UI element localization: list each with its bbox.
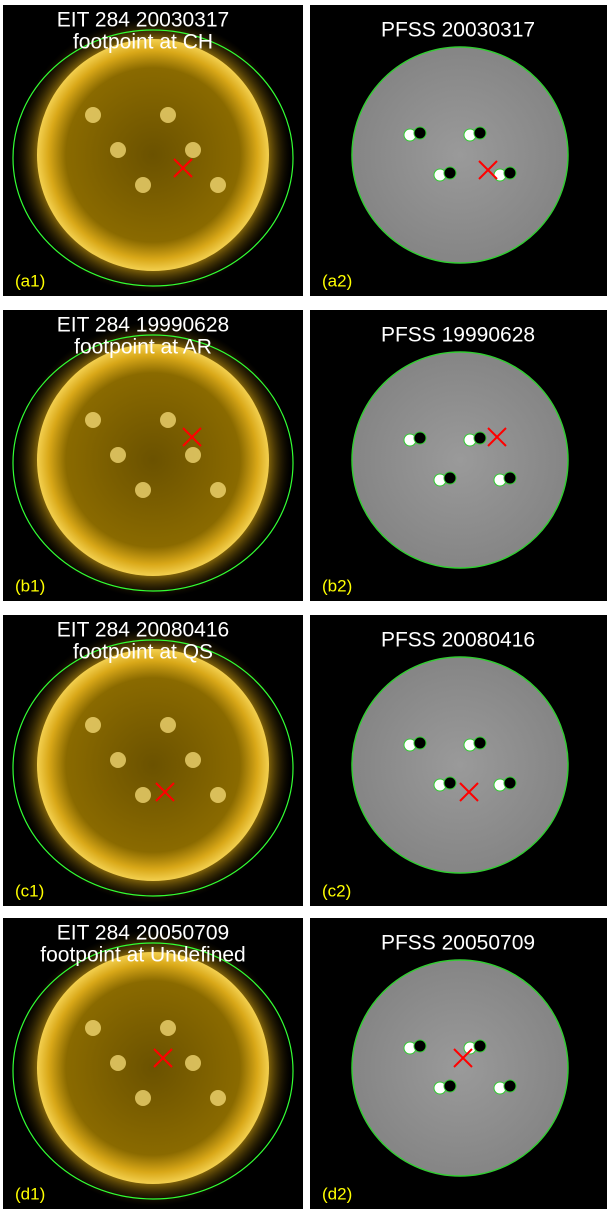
- solar-disk: [37, 649, 269, 881]
- panel-title: footpoint at Undefined: [40, 944, 246, 967]
- bright-region: [110, 447, 126, 463]
- panel-label: (a1): [15, 271, 45, 290]
- bright-region: [185, 1055, 201, 1071]
- bright-region: [110, 752, 126, 768]
- polarity-black: [444, 167, 456, 179]
- panel-title: footpoint at CH: [73, 31, 213, 54]
- bright-region: [135, 177, 151, 193]
- polarity-black: [414, 432, 426, 444]
- bright-region: [85, 717, 101, 733]
- bright-region: [160, 1020, 176, 1036]
- bright-region: [135, 787, 151, 803]
- panel: PFSS 20080416 (c2): [310, 615, 607, 906]
- bright-region: [185, 142, 201, 158]
- bright-region: [135, 1090, 151, 1106]
- polarity-black: [504, 1080, 516, 1092]
- bright-region: [160, 717, 176, 733]
- solar-disk: [37, 952, 269, 1184]
- polarity-black: [474, 737, 486, 749]
- bright-region: [160, 412, 176, 428]
- panel: PFSS 20050709 (d2): [310, 918, 607, 1209]
- magnetogram-disk: [352, 47, 568, 263]
- bright-region: [185, 752, 201, 768]
- panel-title: PFSS 19990628: [381, 324, 535, 347]
- bright-region: [210, 482, 226, 498]
- polarity-black: [414, 1040, 426, 1052]
- magnetogram-disk: [352, 352, 568, 568]
- bright-region: [85, 1020, 101, 1036]
- panel-label: (c2): [322, 881, 351, 900]
- polarity-black: [474, 1040, 486, 1052]
- bright-region: [210, 177, 226, 193]
- panel-label: (b2): [322, 576, 352, 595]
- polarity-black: [444, 777, 456, 789]
- panel-title: PFSS 20030317: [381, 19, 535, 42]
- polarity-black: [444, 1080, 456, 1092]
- solar-disk: [37, 39, 269, 271]
- polarity-black: [504, 777, 516, 789]
- panel-title: PFSS 20080416: [381, 629, 535, 652]
- panel-title: EIT 284 20050709: [57, 922, 229, 945]
- polarity-black: [504, 472, 516, 484]
- figure: EIT 284 20030317footpoint at CH (a1) PFSS …: [0, 0, 607, 1209]
- panel-label: (d1): [15, 1184, 45, 1203]
- solar-disk: [37, 344, 269, 576]
- panel-title: EIT 284 20080416: [57, 619, 229, 642]
- panel-label: (b1): [15, 576, 45, 595]
- bright-region: [85, 107, 101, 123]
- panel: PFSS 19990628 (b2): [310, 310, 607, 601]
- panel-label: (c1): [15, 881, 44, 900]
- polarity-black: [474, 432, 486, 444]
- bright-region: [210, 787, 226, 803]
- bright-region: [210, 1090, 226, 1106]
- bright-region: [85, 412, 101, 428]
- polarity-black: [504, 167, 516, 179]
- bright-region: [160, 107, 176, 123]
- panel-title: EIT 284 19990628: [57, 314, 229, 337]
- polarity-black: [474, 127, 486, 139]
- panel-title: footpoint at AR: [74, 336, 212, 359]
- bright-region: [135, 482, 151, 498]
- panel: PFSS 20030317 (a2): [310, 5, 607, 296]
- panel-title: PFSS 20050709: [381, 932, 535, 955]
- panel-label: (a2): [322, 271, 352, 290]
- polarity-black: [414, 127, 426, 139]
- polarity-black: [444, 472, 456, 484]
- magnetogram-disk: [352, 657, 568, 873]
- bright-region: [110, 142, 126, 158]
- bright-region: [185, 447, 201, 463]
- magnetogram-disk: [352, 960, 568, 1176]
- bright-region: [110, 1055, 126, 1071]
- polarity-black: [414, 737, 426, 749]
- panel-label: (d2): [322, 1184, 352, 1203]
- panel-title: footpoint at QS: [73, 641, 213, 664]
- panel-title: EIT 284 20030317: [57, 9, 229, 32]
